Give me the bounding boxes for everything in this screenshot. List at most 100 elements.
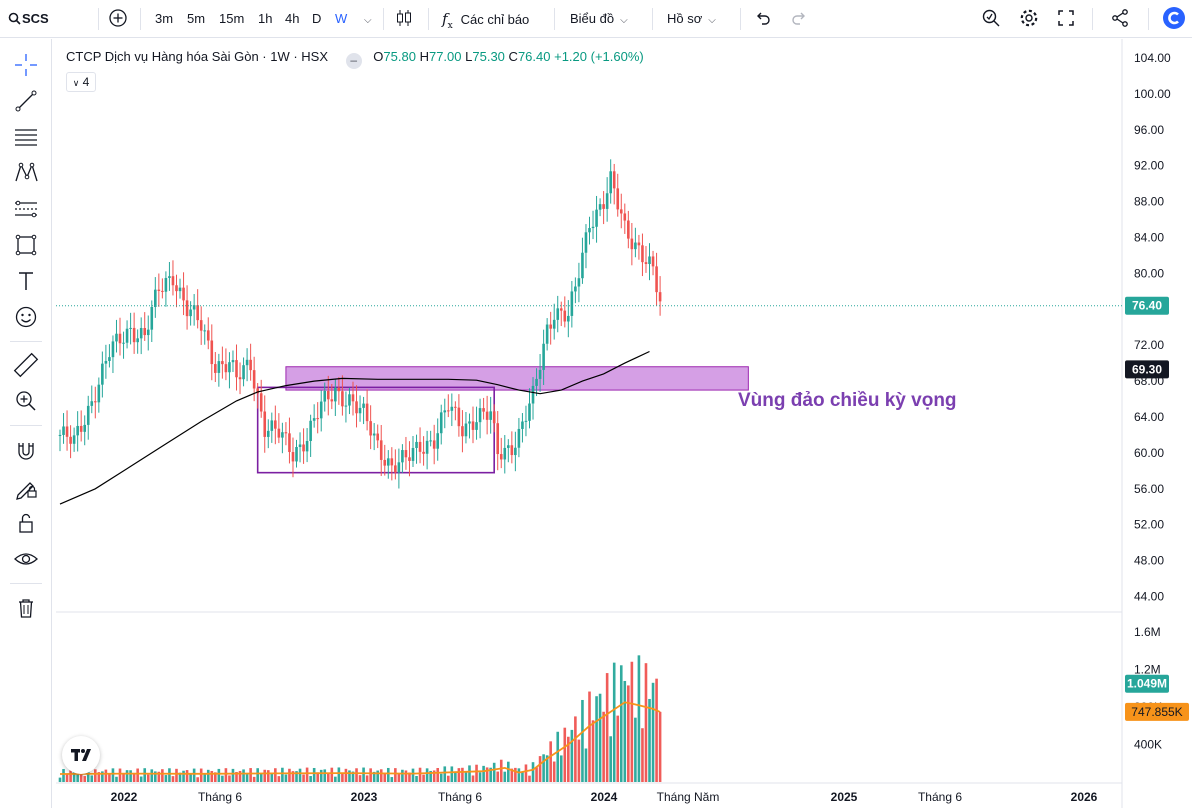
volume-bar [326,772,330,782]
legend-menu-icon[interactable]: – [345,53,362,69]
volume-bar [214,772,217,782]
forecast-icon[interactable] [10,193,42,225]
redo-icon[interactable] [790,0,808,38]
candle-body [394,465,397,473]
candle-body [383,459,387,466]
candle-body [499,454,503,460]
volume-bar [559,755,563,782]
candle-body [351,394,355,402]
emoji-icon[interactable] [10,301,42,333]
interval-15m[interactable]: 15m [219,11,245,26]
candle-body [556,308,560,320]
trash-icon[interactable] [10,592,42,624]
candle-body [235,360,238,378]
volume-bar [337,767,341,782]
volume-bar [178,772,182,782]
interval-w[interactable]: W [335,11,348,26]
trend-line-icon[interactable] [10,85,42,117]
candle-body [136,338,139,343]
candle-body [302,444,305,452]
candle-body [425,440,429,454]
price-tick-label: 80.00 [1134,266,1164,280]
candle-body [242,365,245,380]
crosshair-icon[interactable] [10,49,42,81]
text-icon[interactable] [10,265,42,297]
volume-bar [309,776,312,782]
volume-bar [69,770,72,782]
price-tick-label: 84.00 [1134,230,1164,244]
candle-body [408,457,411,461]
volume-bar [291,771,295,782]
volume-bar [192,768,196,782]
undo-icon[interactable] [754,0,772,38]
candle-body [334,387,337,402]
profile-menu-button[interactable]: Hồ sơ ⌵ [667,0,716,38]
candle-body [397,462,401,473]
indicators-button[interactable]: fx Các chỉ báo [442,0,529,38]
time-tick-label: 2025 [831,790,858,804]
tradingview-logo-icon[interactable] [62,736,100,774]
lock-icon[interactable] [10,507,42,539]
interval-dropdown[interactable]: ⌵ [358,0,372,38]
candle-body [171,276,175,286]
drawing-lock-icon[interactable] [10,471,42,503]
quick-search-icon[interactable] [981,0,1001,38]
volume-bar [206,769,210,782]
volume-bar [83,776,87,782]
candle-body [154,289,157,307]
volume-bar [76,772,79,782]
candle-body [507,445,510,448]
volume-tick-label: 400K [1134,738,1162,752]
price-tick-label: 52.00 [1134,518,1164,532]
interval-d[interactable]: D [312,11,322,26]
interval-5m[interactable]: 5m [187,11,206,26]
candle-body [623,213,627,221]
visibility-icon[interactable] [10,543,42,575]
volume-bar [507,761,510,782]
indicator-toggle-button[interactable]: ∨ 4 [66,72,96,92]
candle-body [175,285,178,292]
volume-bar [563,727,567,782]
volume-bar [531,762,535,782]
candle-body [489,411,492,420]
symbol-search[interactable]: SCS [8,0,49,38]
volume-bar [298,768,302,782]
candle-body [277,428,281,438]
profile-menu-label: Hồ sơ [667,11,703,26]
candle-body [206,330,210,341]
ruler-icon[interactable] [10,349,42,381]
candle-body [90,401,94,406]
candle-body [295,447,298,462]
share-icon[interactable] [1110,0,1130,38]
volume-bar [238,770,242,782]
candlesticks [58,159,662,489]
candle-body [182,287,185,301]
candle-style-icon[interactable] [394,0,414,38]
brand-logo-icon[interactable] [1162,0,1186,38]
volume-bar [288,768,291,782]
volume-bar [358,775,362,782]
magnet-icon[interactable] [10,435,42,467]
candle-body [118,333,122,344]
volume-bar [436,768,440,782]
fib-retracement-icon[interactable] [10,121,42,153]
interval-1h[interactable]: 1h [258,11,273,26]
candle-body [259,393,263,412]
zoom-in-icon[interactable] [10,385,42,417]
add-symbol-icon[interactable] [108,0,130,38]
gear-icon[interactable] [1019,0,1039,38]
volume-bar [454,771,457,782]
rectangle-icon[interactable] [10,229,42,261]
interval-3m[interactable]: 3m [155,11,174,26]
candle-body [161,290,164,292]
chart-menu-button[interactable]: Biểu đồ ⌵ [570,0,628,38]
interval-4h[interactable]: 4h [285,11,300,26]
volume-bar [514,767,517,782]
pattern-icon[interactable] [10,157,42,189]
candle-body [101,363,104,385]
fullscreen-icon[interactable] [1057,0,1075,38]
candle-body [559,308,563,311]
open-label: O [373,49,384,64]
candle-body [65,426,69,437]
